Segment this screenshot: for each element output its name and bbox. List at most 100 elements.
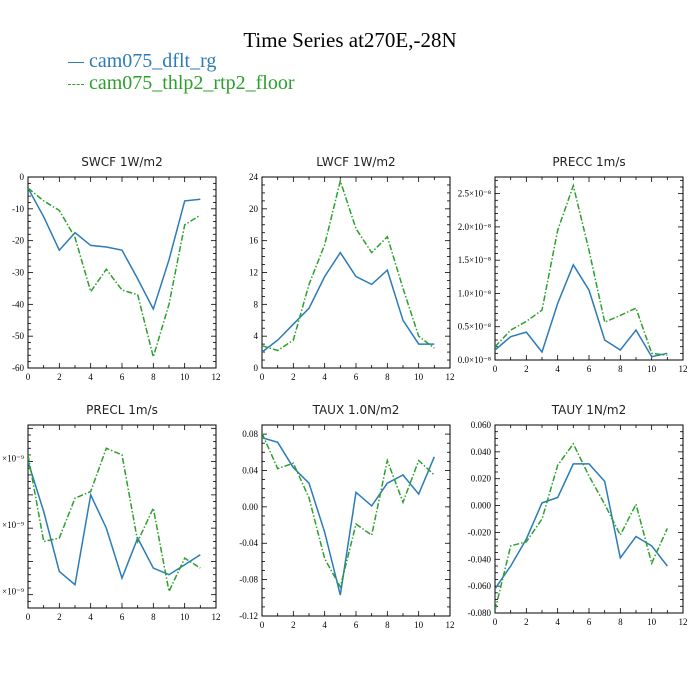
legend-label-2: cam075_thlp2_rtp2_floor (89, 72, 295, 94)
x-tick-label: 12 (446, 372, 455, 382)
y-tick-label: 0 (20, 172, 25, 182)
x-tick-label: 10 (414, 620, 424, 630)
y-tick-label: -10 (12, 204, 24, 214)
x-tick-label: 8 (151, 612, 156, 622)
y-tick-label: 0.0×10⁻⁸ (458, 355, 491, 365)
x-tick-label: 0 (493, 364, 498, 374)
y-tick-label: -60 (12, 363, 24, 373)
y-tick-label: 0.000 (471, 501, 492, 511)
x-tick-label: 10 (647, 617, 657, 627)
series-line-cam075_thlp2_rtp2_floor (262, 432, 435, 589)
y-tick-label: 4 (254, 331, 259, 341)
x-tick-label: 2 (524, 364, 529, 374)
x-tick-label: 2 (57, 612, 62, 622)
x-tick-label: 4 (88, 372, 93, 382)
plot-frame (261, 424, 451, 617)
x-tick-label: 4 (88, 612, 93, 622)
legend-entry-1: cam075_dflt_rg (68, 50, 216, 73)
chart-panel-6: 0 2 4 6 8 10 12 0.060 0.040 0.020 0.000 -0.020 -0.04… (468, 403, 688, 627)
y-tick-label: -0.08 (239, 575, 258, 585)
x-tick-label: 6 (354, 620, 359, 630)
x-tick-label: 10 (180, 372, 190, 382)
y-tick-label: 0.060 (471, 420, 492, 430)
y-tick-label: 20 (249, 204, 259, 214)
legend-line-solid-icon (68, 61, 84, 63)
x-tick-label: 4 (555, 617, 560, 627)
x-tick-label: 6 (120, 612, 125, 622)
x-tick-label: 10 (180, 612, 190, 622)
x-tick-label: 2 (291, 620, 296, 630)
chart-title: TAUX 1.0N/m2 (312, 403, 400, 417)
x-tick-label: 0 (260, 372, 265, 382)
y-tick-label: 0.00 (242, 502, 258, 512)
legend-entry-2: cam075_thlp2_rtp2_floor (68, 72, 295, 95)
y-tick-label: 0.5×10⁻⁸ (458, 322, 491, 332)
y-tick-label: 0.08 (242, 429, 258, 439)
y-tick-label: -30 (12, 268, 24, 278)
y-tick-label: -0.060 (468, 581, 492, 591)
x-tick-label: 6 (587, 617, 592, 627)
y-tick-label: 0.040 (471, 447, 492, 457)
x-tick-label: 12 (679, 364, 688, 374)
x-tick-label: 0 (493, 617, 498, 627)
y-tick-label: -20 (12, 236, 24, 246)
series-line-cam075_dflt_rg (262, 436, 435, 596)
legend-line-dashed-icon (68, 83, 84, 85)
series-line-cam075_dflt_rg (28, 461, 201, 587)
chart-title: LWCF 1W/m2 (316, 155, 395, 169)
y-tick-label: 16 (249, 236, 259, 246)
x-tick-label: 6 (354, 372, 359, 382)
x-tick-label: 0 (260, 620, 265, 630)
y-tick-label: ×10⁻⁹ (2, 453, 24, 463)
x-tick-label: 10 (414, 372, 424, 382)
y-tick-label: -50 (12, 331, 24, 341)
x-tick-label: 4 (322, 372, 327, 382)
plot-frame (494, 424, 684, 614)
series-line-cam075_dflt_rg (262, 251, 435, 353)
series-line-cam075_dflt_rg (495, 263, 668, 358)
y-tick-label: -40 (12, 299, 24, 309)
y-tick-label: 8 (254, 299, 259, 309)
y-tick-label: 1.0×10⁻⁸ (458, 288, 491, 298)
y-tick-label: 0.04 (242, 465, 258, 475)
y-tick-label: 12 (249, 268, 258, 278)
x-tick-label: 0 (26, 612, 31, 622)
x-tick-label: 6 (587, 364, 592, 374)
y-tick-label: 0.020 (471, 474, 492, 484)
series-line-cam075_thlp2_rtp2_floor (262, 178, 435, 352)
x-tick-label: 4 (322, 620, 327, 630)
y-tick-label: -0.020 (468, 527, 492, 537)
x-tick-label: 12 (212, 372, 221, 382)
x-tick-label: 12 (446, 620, 455, 630)
x-tick-label: 0 (26, 372, 31, 382)
chart-panel-3: 0 2 4 6 8 10 12 2.5×10⁻⁸ 2.0×10⁻⁸ 1.5×10⁻⁸ 1.0×10⁻… (458, 155, 688, 374)
x-tick-label: 8 (385, 620, 390, 630)
x-tick-label: 8 (618, 617, 623, 627)
x-tick-label: 2 (291, 372, 296, 382)
series-line-cam075_thlp2_rtp2_floor (495, 183, 668, 357)
plot-frame (27, 424, 217, 609)
series-line-cam075_thlp2_rtp2_floor (495, 442, 668, 611)
chart-title: TAUY 1N/m2 (551, 403, 627, 417)
plot-frame (27, 176, 217, 369)
y-tick-label: -0.080 (468, 608, 492, 618)
x-tick-label: 8 (618, 364, 623, 374)
series-line-cam075_dflt_rg (28, 187, 201, 312)
y-tick-label: 2.5×10⁻⁸ (458, 189, 491, 199)
y-tick-label: ×10⁻⁹ (2, 586, 24, 596)
x-tick-label: 8 (151, 372, 156, 382)
x-tick-label: 4 (555, 364, 560, 374)
chart-title: SWCF 1W/m2 (81, 155, 162, 169)
x-tick-label: 2 (57, 372, 62, 382)
x-tick-label: 12 (212, 612, 221, 622)
x-tick-label: 8 (385, 372, 390, 382)
series-line-cam075_thlp2_rtp2_floor (28, 187, 201, 360)
x-tick-label: 2 (524, 617, 529, 627)
y-tick-label: ×10⁻⁹ (2, 520, 24, 530)
x-tick-label: 10 (647, 364, 657, 374)
legend-label-1: cam075_dflt_rg (89, 50, 217, 72)
y-tick-label: -0.040 (468, 554, 492, 564)
chart-panel-5: 0 2 4 6 8 10 12 0.08 0.04 0.00 -0.04 -0.08 -0.12 TAUX… (239, 403, 454, 630)
